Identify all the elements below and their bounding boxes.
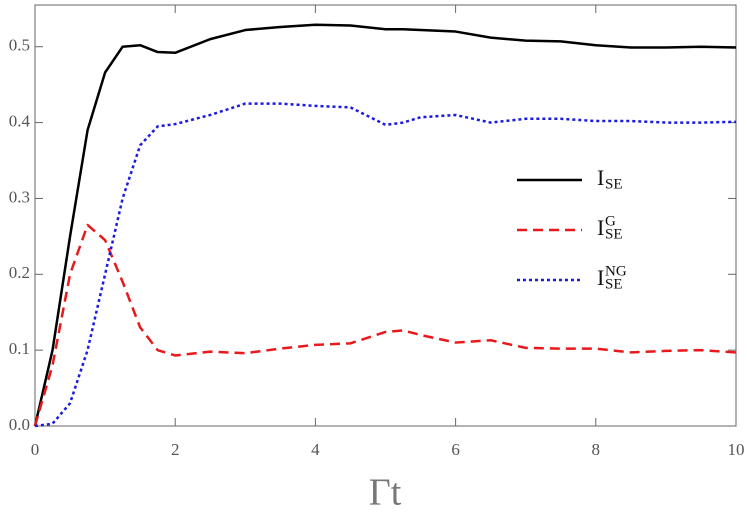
y-tick-label: 0.0 bbox=[9, 415, 30, 434]
plot-frame bbox=[34, 4, 737, 427]
x-tick-label: 8 bbox=[592, 440, 601, 459]
x-tick-label: 6 bbox=[451, 440, 460, 459]
legend-superscript: G bbox=[605, 213, 616, 229]
legend-subscript: SE bbox=[605, 276, 623, 292]
x-tick-label: 2 bbox=[171, 440, 180, 459]
x-tick-label: 10 bbox=[728, 440, 745, 459]
legend-entry: I GSE bbox=[597, 213, 623, 242]
y-tick-label: 0.2 bbox=[9, 263, 30, 282]
legend-label: I bbox=[597, 265, 604, 290]
x-tick-label: 4 bbox=[311, 440, 320, 459]
legend-entry: I SE bbox=[597, 165, 623, 192]
x-axis-label: Γt bbox=[369, 472, 402, 514]
legend-superscript: NG bbox=[605, 263, 627, 279]
y-tick-label: 0.1 bbox=[9, 339, 30, 358]
legend-subscript: SE bbox=[605, 226, 623, 242]
x-tick-label: 0 bbox=[31, 440, 40, 459]
series-line bbox=[33, 223, 737, 427]
legend-label: I bbox=[597, 165, 604, 190]
legend-label: I bbox=[597, 215, 604, 240]
y-tick-label: 0.3 bbox=[9, 187, 30, 206]
series-line bbox=[33, 23, 737, 427]
y-tick-label: 0.5 bbox=[9, 36, 30, 55]
y-tick-label: 0.4 bbox=[9, 111, 31, 130]
series-line bbox=[34, 102, 737, 428]
legend-subscript: SE bbox=[605, 176, 623, 192]
